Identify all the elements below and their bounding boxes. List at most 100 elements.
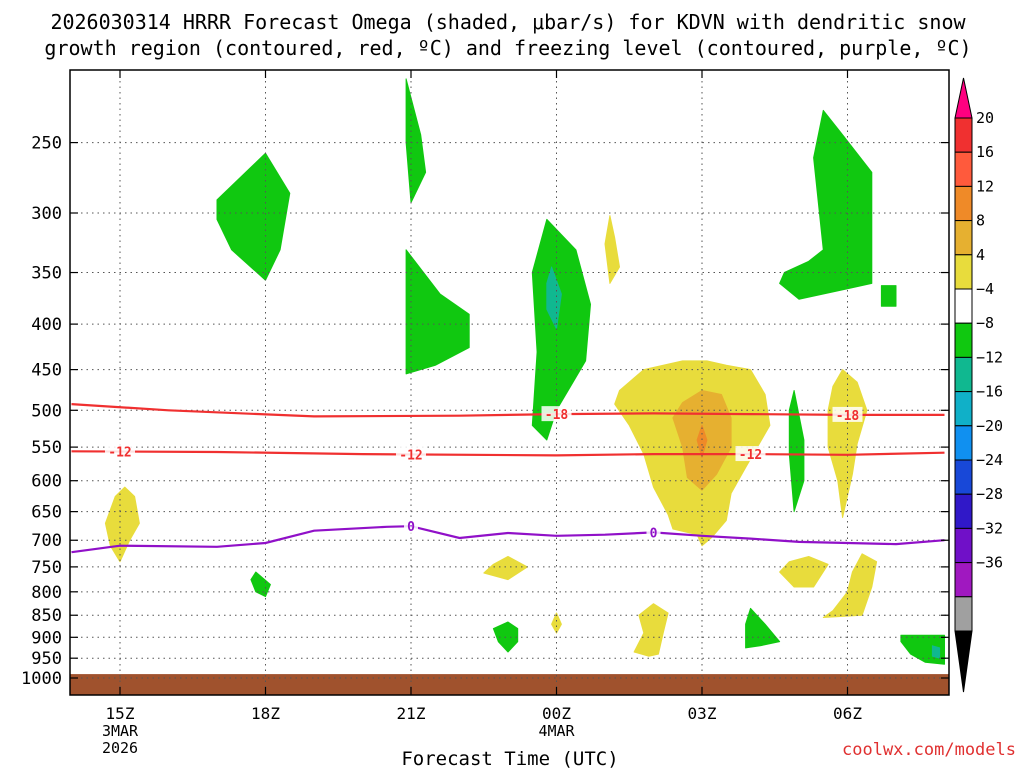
- x-tick-label: 15Z: [106, 704, 135, 723]
- omega-region-16: [827, 369, 868, 518]
- colorbar-swatch: [954, 425, 973, 461]
- surface-terrain: [70, 674, 949, 695]
- omega-region-23: [551, 612, 562, 634]
- omega-region-0: [405, 78, 427, 204]
- colorbar-swatch: [954, 459, 973, 495]
- colorbar-label: −36: [976, 554, 1003, 572]
- x-tick-label: 00Z: [542, 704, 571, 723]
- colorbar-swatch: [954, 356, 973, 393]
- colorbar-label: −8: [976, 314, 994, 332]
- y-tick-label: 950: [31, 649, 62, 669]
- omega-region-8: [250, 571, 271, 598]
- isotherm-label: -12: [108, 446, 131, 461]
- colorbar-label: −16: [976, 383, 1003, 401]
- x-tick-label: 21Z: [397, 704, 426, 723]
- x-tick-sublabel: 4MAR: [538, 722, 575, 740]
- colorbar-label: 8: [976, 212, 985, 230]
- isotherm--12: [71, 450, 945, 457]
- grid-lines: [70, 70, 949, 695]
- colorbar-swatch: [954, 151, 973, 187]
- colorbar-swatch: [954, 527, 973, 564]
- y-tick-label: 300: [31, 204, 62, 224]
- colorbar-label: 20: [976, 109, 994, 127]
- colorbar-label: −12: [976, 348, 1003, 366]
- omega-region-15: [696, 424, 708, 458]
- plot-area: -18 -18 -12 -12 -12 0 0: [69, 69, 950, 696]
- x-tick-label: 18Z: [251, 704, 280, 723]
- colorbar-swatch: [954, 288, 973, 324]
- y-tick-label: 650: [31, 503, 62, 523]
- colorbar-label: −4: [976, 280, 994, 298]
- isotherm-label: 0: [407, 520, 415, 535]
- colorbar-swatch: [954, 220, 973, 256]
- omega-region-7: [788, 390, 805, 513]
- y-tick-label: 850: [31, 606, 62, 626]
- omega-region-12: [931, 645, 941, 659]
- x-tick-label: 03Z: [688, 704, 717, 723]
- omega-region-10: [745, 607, 781, 649]
- y-tick-label: 800: [31, 583, 62, 603]
- plot-frame: [69, 69, 950, 696]
- y-tick-label: 500: [31, 401, 62, 421]
- colorbar-swatch: [954, 185, 973, 222]
- isotherm-label-bg: [396, 446, 426, 462]
- y-tick-label: 550: [31, 438, 62, 458]
- colorbar-label: −28: [976, 485, 1003, 503]
- isotherm-contours: -18 -18 -12 -12 -12 0 0: [71, 403, 945, 554]
- chart-title-line1: 2026030314 HRRR Forecast Omega (shaded, …: [50, 10, 966, 34]
- chart-title-line2: growth region (contoured, red, ºC) and f…: [44, 36, 971, 60]
- omega-region-6: [880, 285, 897, 307]
- colorbar-label: 16: [976, 143, 994, 161]
- isotherm-label: -18: [836, 409, 860, 424]
- colorbar-label: −32: [976, 519, 1003, 537]
- colorbar-top-arrow: [954, 77, 973, 119]
- isotherm-label-bg: [646, 524, 661, 540]
- omega-region-17: [104, 486, 140, 563]
- y-tick-label: 1000: [21, 669, 62, 689]
- omega-region-2: [405, 249, 470, 375]
- omega-region-18: [604, 215, 620, 284]
- y-tick-label: 250: [31, 134, 62, 154]
- omega-region-1: [216, 152, 291, 281]
- isotherm-label-bg: [404, 518, 418, 534]
- omega-region-21: [822, 553, 878, 618]
- y-tick-label: 700: [31, 531, 62, 551]
- colorbar-swatch: [954, 254, 973, 290]
- colorbar-label: 4: [976, 246, 985, 264]
- isotherm-label: -12: [739, 448, 762, 463]
- omega-region-5: [779, 109, 873, 300]
- y-tick-label: 350: [31, 264, 62, 284]
- colorbar-swatch: [954, 493, 973, 529]
- colorbar-swatch: [954, 117, 973, 153]
- isotherm-label: -18: [545, 408, 569, 423]
- y-tick-label: 400: [31, 315, 62, 335]
- isotherm-label: 0: [650, 526, 658, 541]
- x-tick-year: 2026: [102, 739, 138, 757]
- omega-region-19: [483, 556, 528, 581]
- y-tick-label: 450: [31, 361, 62, 381]
- omega-region-3: [531, 218, 591, 441]
- colorbar-label: −20: [976, 417, 1003, 435]
- omega-region-22: [633, 603, 669, 657]
- colorbar-swatch: [954, 322, 973, 358]
- colorbar: 20 16 12 8 4 −4 −8 −12 −16 −20 −24 −28 −32 −36: [954, 77, 1003, 693]
- x-tick-sublabel: 3MAR: [102, 722, 139, 740]
- x-axis-label: Forecast Time (UTC): [401, 748, 618, 768]
- isotherm-label: -12: [399, 448, 422, 463]
- y-tick-label: 600: [31, 472, 62, 492]
- isotherm-0: [71, 525, 945, 554]
- isotherm-label-bg: [105, 443, 135, 459]
- isotherm-label-bg: [541, 406, 572, 422]
- omega-region-20: [779, 556, 829, 588]
- colorbar-label: 12: [976, 177, 994, 195]
- credit-text: coolwx.com/models: [842, 740, 1016, 760]
- colorbar-bottom-arrow: [954, 630, 973, 693]
- y-axis: 2503003504004505005506006507007508008509…: [21, 134, 949, 689]
- isotherm-label-bg: [832, 406, 863, 422]
- y-tick-label: 900: [31, 628, 62, 648]
- colorbar-swatch: [954, 562, 973, 598]
- colorbar-label: −24: [976, 451, 1003, 469]
- isotherm-label-bg: [735, 446, 766, 462]
